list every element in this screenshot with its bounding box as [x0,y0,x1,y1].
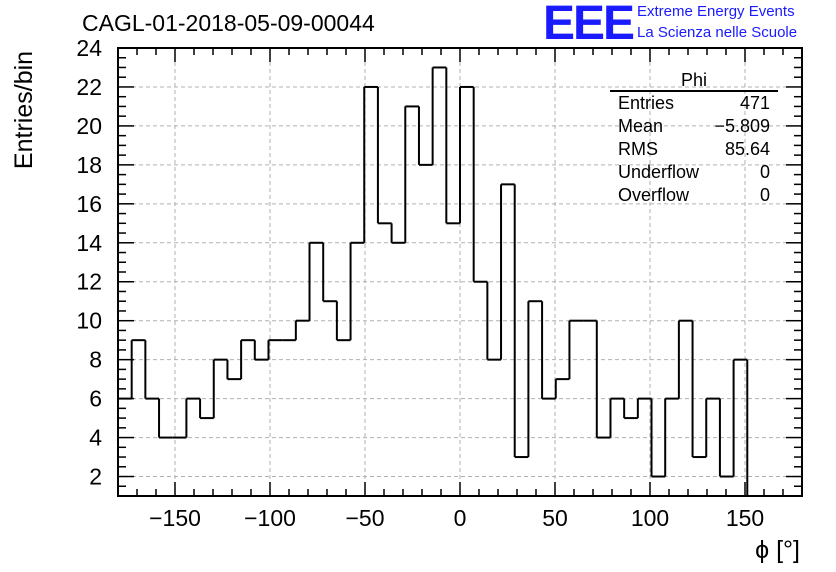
histogram-bin [554,378,570,399]
histogram-bin [199,398,214,420]
x-tick-label: −50 [345,505,384,531]
histogram-bin [294,319,310,341]
histogram-bin [404,105,419,243]
histogram-bin [130,339,146,399]
x-tick-label: 0 [454,505,467,531]
histogram-bin [253,340,269,361]
histogram-bin [158,398,173,439]
histogram-bin [732,358,749,496]
histogram-bin [568,319,584,380]
y-tick-label: 18 [76,152,102,178]
histogram-bin [595,320,611,439]
histogram-bin [431,66,447,165]
y-tick-label: 8 [89,347,102,373]
histogram-bin [349,241,365,341]
histogram-bin [691,320,707,459]
histogram-bin [390,223,406,244]
stats-row-label: Overflow [618,185,690,205]
histogram-bin [212,358,228,419]
histogram-bin [335,301,351,342]
histogram-bin [267,339,283,360]
y-tick-label: 16 [76,191,102,217]
stats-row: Underflow 0 [610,161,778,184]
stats-row-label: Entries [618,93,675,113]
histogram-bin [718,398,734,478]
eee-logo: EEE [543,0,635,50]
y-tick-label: 22 [76,74,102,100]
stats-row-label: Mean [618,116,664,136]
x-tick-label: −150 [149,505,201,531]
stats-row-label: Underflow [618,162,700,182]
histogram-bin [623,398,638,420]
histogram-bin [705,397,720,458]
stats-row-value: −5.809 [714,116,770,136]
histogram-bin [322,242,337,303]
logo-subtitle-1: Extreme Energy Events [637,3,795,20]
page-title: CAGL-01-2018-05-09-00044 [82,10,375,36]
stats-box: Phi Entries 471 Mean −5.809 RMS 85.64 Underflo… [610,70,778,207]
histogram-bin [513,184,529,459]
histogram-bin [527,300,543,458]
axes [117,47,803,497]
stats-row: Overflow 0 [610,184,778,207]
stats-rows: Entries 471 Mean −5.809 RMS 85.64 Underflow 0 Ov… [610,92,778,207]
x-tick-label: −100 [244,505,296,531]
x-tick-label: 100 [631,505,669,531]
y-tick-label: 12 [76,269,102,295]
y-tick-label: 4 [89,425,102,451]
histogram-bin [445,67,460,225]
histogram-bin [609,397,625,438]
histogram-bin [677,319,693,399]
stats-row-value: 0 [759,185,770,205]
x-tick-label: 150 [726,505,764,531]
stats-row-value: 471 [739,93,770,113]
y-axis-label: Entries/bin [10,51,38,169]
histogram-bin [486,281,502,361]
histogram-bin [144,340,160,400]
histogram-bin [472,86,488,283]
y-tick-label: 2 [89,464,102,490]
histogram-bin [376,86,392,225]
stats-row-value: 0 [759,162,770,182]
histogram-bin [417,106,433,166]
stats-row: Mean −5.809 [610,115,778,138]
x-axis-label: ϕ [°] [755,536,800,564]
histogram-bin [664,397,679,477]
stats-row: RMS 85.64 [610,138,778,161]
histogram-bin [650,398,666,478]
histogram-bin [541,301,556,400]
y-tick-label: 20 [76,113,102,139]
y-tick-label: 10 [76,308,102,334]
histogram-bin [185,397,201,438]
histogram-bin [226,359,242,381]
stats-row-value: 85.64 [724,139,770,159]
stats-title: Phi [610,70,778,92]
histogram-bin [363,85,378,243]
histogram-bin [308,241,324,321]
histogram-bin [240,339,255,380]
y-tick-label: 24 [76,35,102,61]
histogram-bin [636,397,652,419]
logo-subtitle-2: La Scienza nelle Scuole [637,24,798,41]
stats-row: Entries 471 [610,92,778,115]
stats-row-label: RMS [618,139,658,159]
y-tick-label: 6 [89,386,102,412]
histogram-bin [500,183,515,360]
histogram-bin [459,85,474,224]
y-tick-label: 14 [76,230,102,256]
x-tick-label: 50 [542,505,568,531]
